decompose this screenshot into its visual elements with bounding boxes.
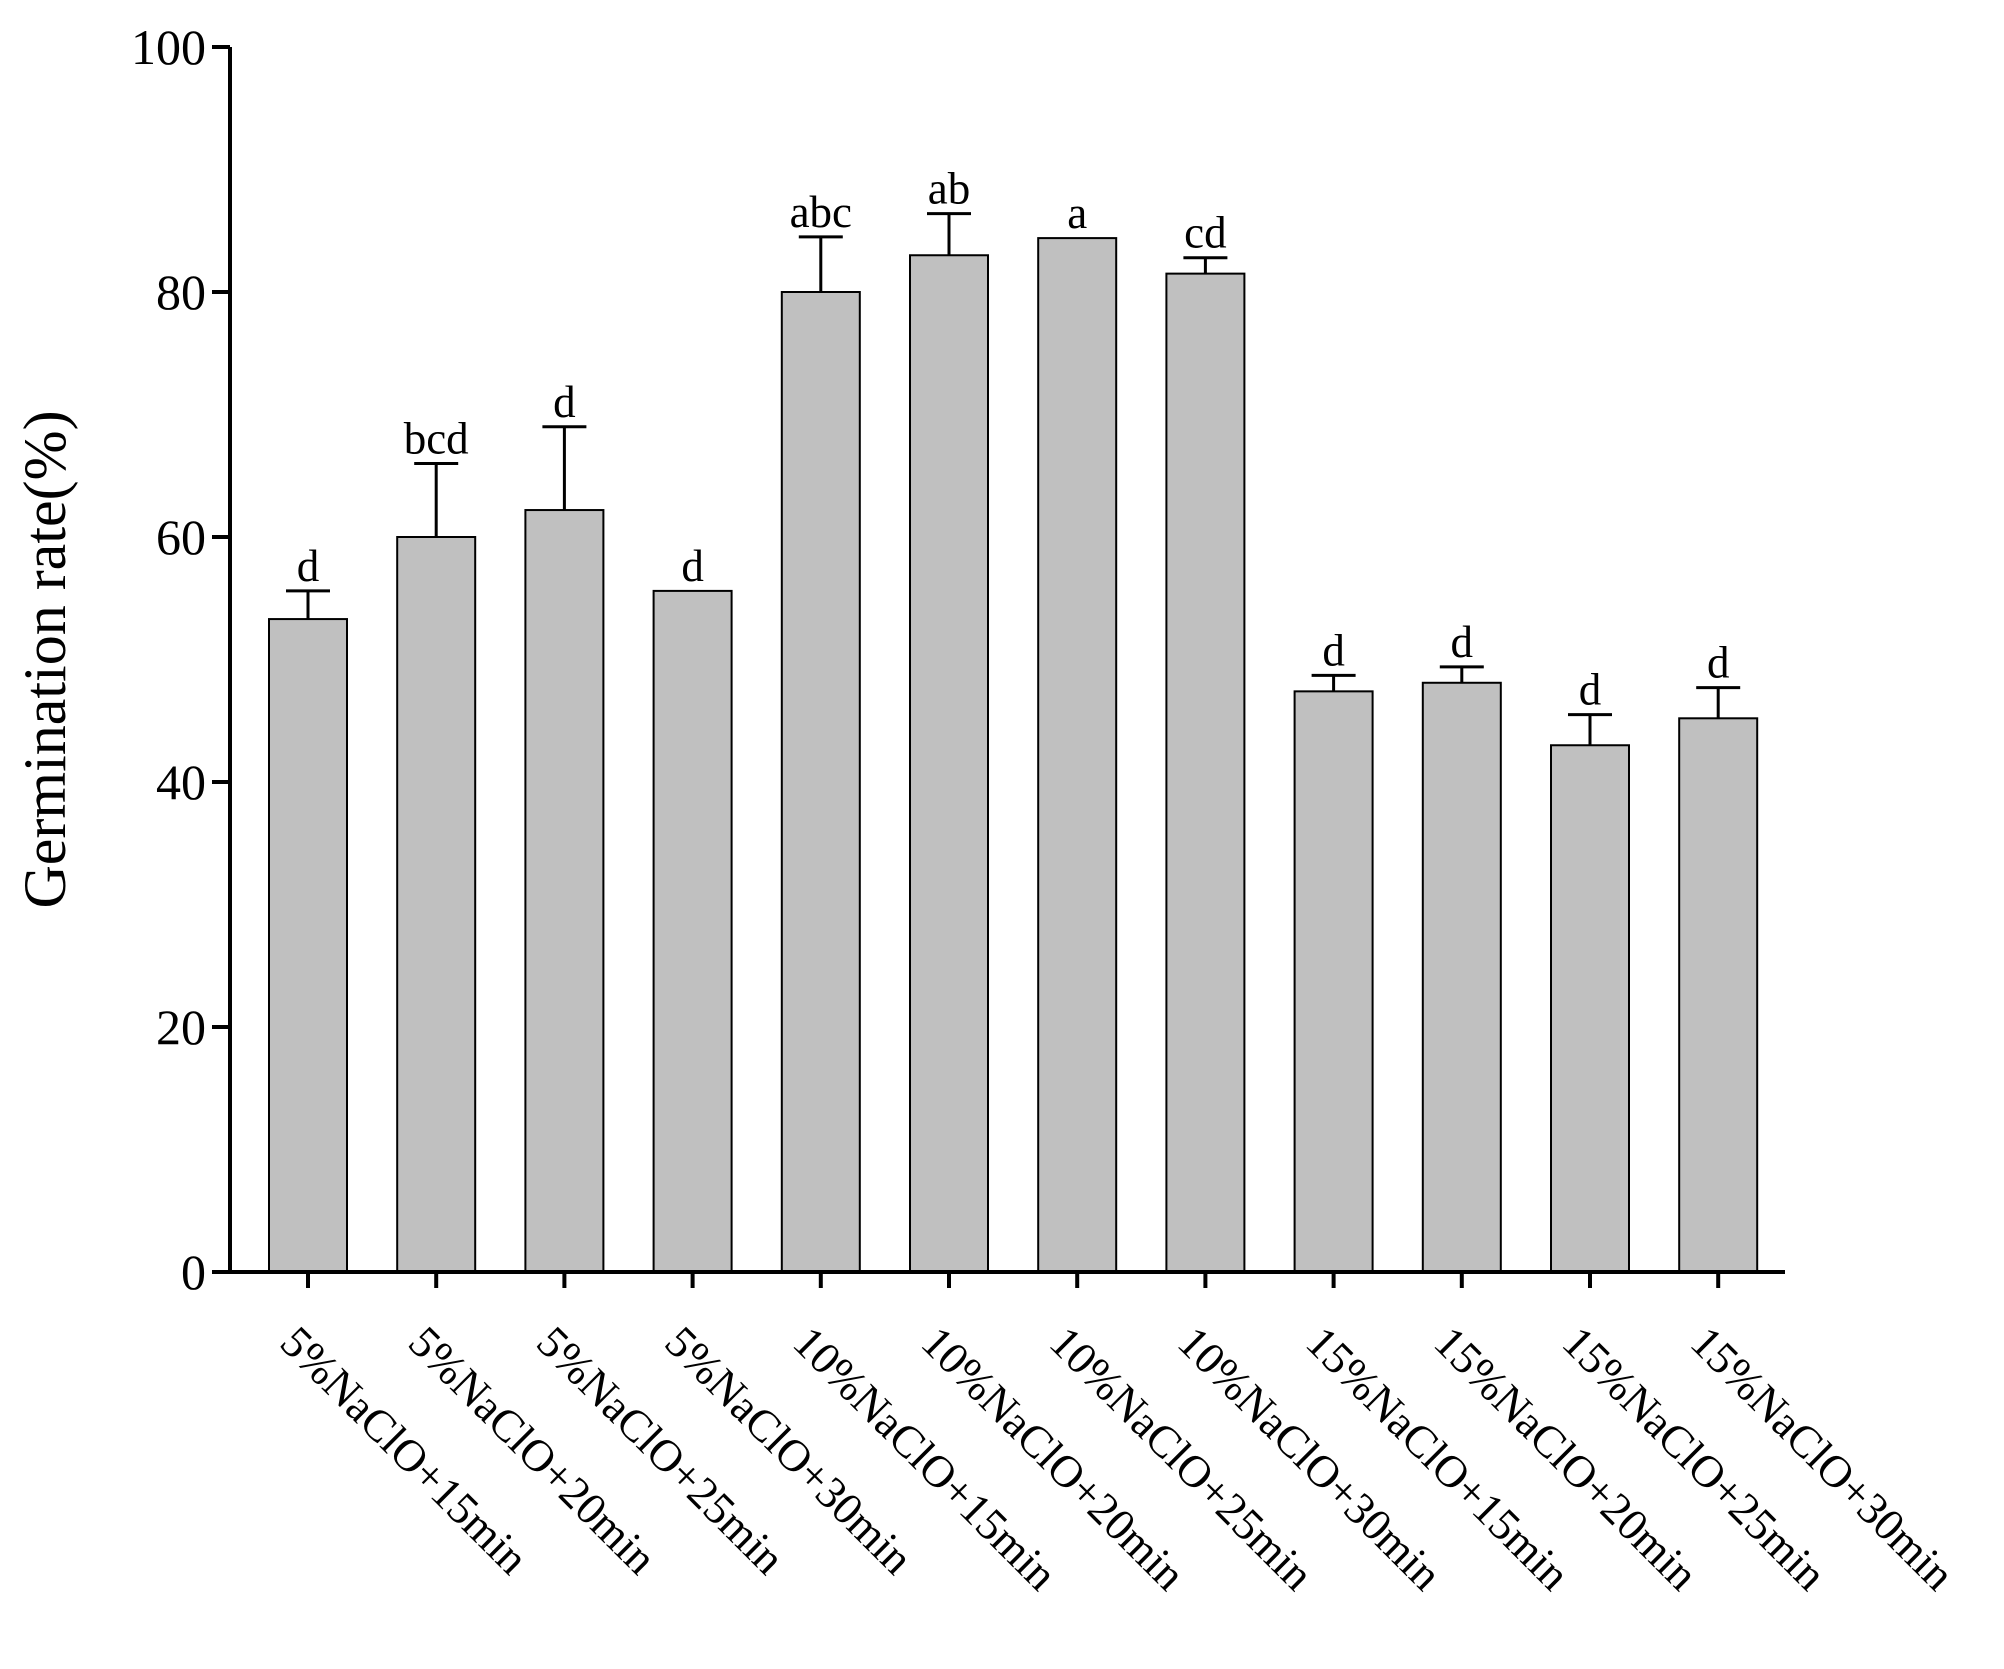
error-bars-layer: [286, 212, 1741, 746]
bar: [909, 254, 989, 1273]
bar: [268, 618, 348, 1273]
significance-label: d: [1322, 625, 1345, 675]
bar: [1678, 717, 1759, 1273]
y-ticks-layer: 0 20 40 60 80 100: [131, 19, 230, 1300]
significance-label: ab: [928, 164, 970, 214]
bar: [652, 589, 733, 1273]
bar: [780, 291, 861, 1273]
significance-label: d: [553, 377, 576, 427]
bar: [396, 536, 477, 1273]
bar: [1037, 237, 1118, 1274]
bar: [1421, 681, 1502, 1273]
significance-label: d: [297, 541, 320, 591]
significance-label: abc: [790, 187, 852, 237]
significance-label: d: [1707, 638, 1730, 688]
significance-label: d: [681, 541, 704, 591]
bar: [524, 509, 605, 1273]
y-tick-label: 80: [156, 264, 206, 320]
significance-label: cd: [1184, 208, 1226, 258]
y-tick-label: 0: [181, 1244, 206, 1300]
bar: [1165, 272, 1246, 1273]
y-tick-label: 60: [156, 509, 206, 565]
x-ticks-layer: 5%NaClO+15min5%NaClO+20min5%NaClO+25min5…: [271, 1272, 1964, 1600]
significance-label: d: [1451, 617, 1474, 667]
y-tick-label: 100: [131, 19, 206, 75]
y-axis-title: Germination rate(%): [12, 410, 78, 908]
significance-label: a: [1067, 188, 1087, 238]
significance-label: bcd: [404, 414, 469, 464]
bar: [1293, 690, 1374, 1273]
bar: [1550, 744, 1630, 1273]
y-tick-label: 20: [156, 999, 206, 1055]
significance-labels-layer: d bcd d d abc ab a cd d d d d: [297, 164, 1730, 715]
y-tick-label: 40: [156, 754, 206, 810]
significance-label: d: [1579, 665, 1602, 715]
bars-layer: [268, 237, 1759, 1274]
